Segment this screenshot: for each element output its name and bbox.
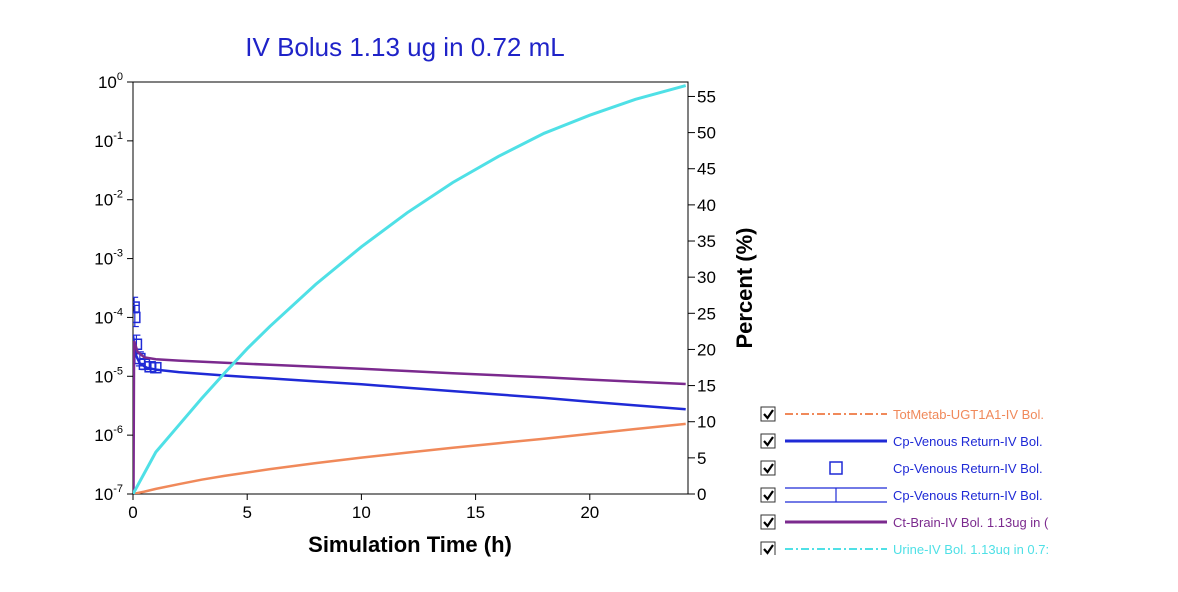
x-tick-label: 20 <box>580 503 599 522</box>
legend-swatch <box>785 487 887 503</box>
legend-label: Cp-Venous Return-IV Bol. <box>893 434 1043 449</box>
y2-tick-label: 55 <box>697 87 716 106</box>
y2-tick-label: 40 <box>697 196 716 215</box>
series-line-4 <box>133 340 686 494</box>
checkmark-icon <box>763 436 774 447</box>
y-tick-exponent: -2 <box>113 189 123 201</box>
checkmark-icon <box>763 409 774 420</box>
y-tick-base: 10 <box>94 367 113 386</box>
y-tick-base: 10 <box>94 191 113 210</box>
checkmark-icon <box>763 463 774 474</box>
x-tick-label: 0 <box>128 503 137 522</box>
series-line-5 <box>133 84 687 494</box>
legend-label: TotMetab-UGT1A1-IV Bol. <box>893 407 1044 422</box>
y-tick-exponent: -3 <box>113 248 123 260</box>
y2-tick-label: 35 <box>697 232 716 251</box>
error-bar <box>133 304 139 328</box>
y-tick-exponent: 0 <box>117 71 123 83</box>
y2-tick-label: 20 <box>697 340 716 359</box>
legend-swatch <box>829 461 843 475</box>
series-line-0 <box>133 422 686 494</box>
y2-tick-label: 10 <box>697 413 716 432</box>
legend-label: Cp-Venous Return-IV Bol. <box>893 461 1043 476</box>
chart-title: IV Bolus 1.13 ug in 0.72 mL <box>245 32 564 62</box>
legend-checkbox[interactable] <box>760 514 776 530</box>
y-tick-label: 10-5 <box>94 365 123 386</box>
y2-tick-label: 0 <box>697 485 706 504</box>
y-tick-base: 10 <box>94 308 113 327</box>
legend-checkbox[interactable] <box>760 406 776 422</box>
y-tick-base: 10 <box>94 132 113 151</box>
y-tick-base: 10 <box>94 485 113 504</box>
x-tick-label: 15 <box>466 503 485 522</box>
legend-label: Cp-Venous Return-IV Bol. <box>893 488 1043 503</box>
y-tick-exponent: -6 <box>113 424 123 436</box>
y2-tick-label: 25 <box>697 304 716 323</box>
y-tick-label: 10-6 <box>94 424 123 445</box>
legend-checkbox[interactable] <box>760 460 776 476</box>
y2-tick-label: 5 <box>697 449 706 468</box>
checkmark-icon <box>763 544 774 555</box>
error-bar <box>146 361 155 373</box>
legend-item[interactable]: Cp-Venous Return-IV Bol. <box>760 487 1043 503</box>
y-tick-label: 10-3 <box>94 248 123 269</box>
error-bar <box>151 362 160 374</box>
legend-checkbox[interactable] <box>760 541 776 556</box>
y-tick-exponent: -5 <box>113 365 123 377</box>
legend: TotMetab-UGT1A1-IV Bol. Cp-Venous Return-… <box>760 406 1049 557</box>
x-axis-label: Simulation Time (h) <box>308 532 512 557</box>
y-tick-base: 10 <box>94 250 113 269</box>
y-tick-label: 10-7 <box>94 483 123 504</box>
legend-item[interactable]: Urine-IV Bol. 1.13ug in 0.7: <box>760 541 1049 557</box>
legend-item[interactable]: Cp-Venous Return-IV Bol. <box>760 433 1043 449</box>
y-tick-label: 10-4 <box>94 306 123 327</box>
y2-tick-label: 50 <box>697 124 716 143</box>
y-tick-exponent: -7 <box>113 483 123 495</box>
legend-item[interactable]: Ct-Brain-IV Bol. 1.13ug in ( <box>760 514 1049 530</box>
legend-item[interactable]: Cp-Venous Return-IV Bol. <box>760 460 1043 476</box>
legend-checkbox[interactable] <box>760 487 776 503</box>
y-tick-exponent: -4 <box>113 306 123 318</box>
checkmark-icon <box>763 490 774 501</box>
y-tick-label: 10-2 <box>94 189 123 210</box>
y-tick-exponent: -1 <box>113 130 123 142</box>
y2-tick-label: 45 <box>697 160 716 179</box>
plot-area <box>132 81 689 495</box>
legend-label: Urine-IV Bol. 1.13ug in 0.7: <box>893 542 1049 557</box>
checkmark-icon <box>763 517 774 528</box>
series-layer <box>133 84 687 494</box>
x-tick-label: 10 <box>352 503 371 522</box>
x-axis: 0 5 10 15 20 <box>128 494 599 522</box>
legend-label: Ct-Brain-IV Bol. 1.13ug in ( <box>893 515 1049 530</box>
y-tick-label: 10-1 <box>94 130 123 151</box>
y2-tick-label: 15 <box>697 377 716 396</box>
y2-axis-label: Percent (%) <box>732 227 757 348</box>
y-tick-base: 10 <box>94 426 113 445</box>
y-axis-right: 0 5 10 15 20 25 30 35 40 45 50 55 <box>688 87 716 504</box>
y-tick-base: 10 <box>98 73 117 92</box>
y-tick-label: 100 <box>98 71 123 92</box>
legend-checkbox[interactable] <box>760 433 776 449</box>
y2-tick-label: 30 <box>697 268 716 287</box>
x-tick-label: 5 <box>242 503 251 522</box>
legend-item[interactable]: TotMetab-UGT1A1-IV Bol. <box>760 406 1044 422</box>
